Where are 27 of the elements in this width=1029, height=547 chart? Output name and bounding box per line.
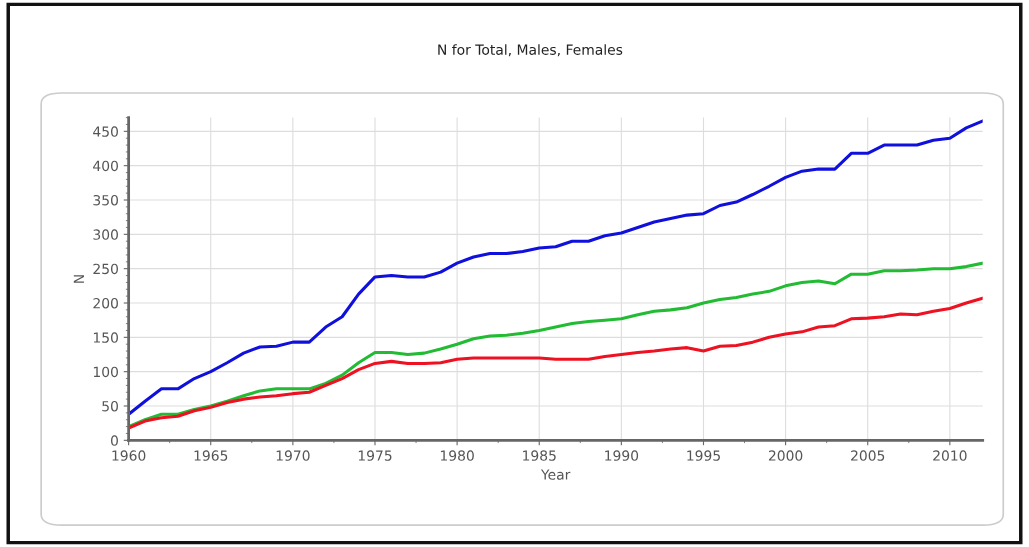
y-tick-label: 400 [93,160,118,172]
x-tick-label: 2010 [933,450,967,461]
x-tick-label: 1990 [605,450,639,461]
line-series [128,119,983,416]
x-tick-label: 1965 [194,450,228,461]
y-tick-label: 350 [93,194,118,206]
y-tick-label: 0 [110,435,118,446]
y-tick-label: 300 [93,229,118,240]
chart-title: N for Total, Males, Females [438,44,623,57]
x-axis-title: Year [540,469,571,480]
line-series [128,296,983,430]
line-series [128,261,983,429]
x-tick-label: 2000 [768,450,803,461]
y-tick-label: 100 [93,366,118,378]
x-tick-label: 1985 [523,450,556,461]
x-tick-label: 1970 [276,450,310,461]
x-tick-label: 1960 [112,450,146,461]
x-tick-label: 1995 [687,450,720,461]
y-tick-label: 200 [93,297,118,309]
x-tick-label: 1975 [358,450,392,461]
y-axis-title: N [73,275,84,283]
y-tick-label: 50 [102,400,118,412]
y-tick-label: 150 [93,332,118,343]
x-tick-label: 2005 [851,450,885,461]
y-tick-label: 450 [93,126,118,137]
x-tick-label: 1980 [440,450,474,461]
y-tick-label: 250 [93,263,118,275]
